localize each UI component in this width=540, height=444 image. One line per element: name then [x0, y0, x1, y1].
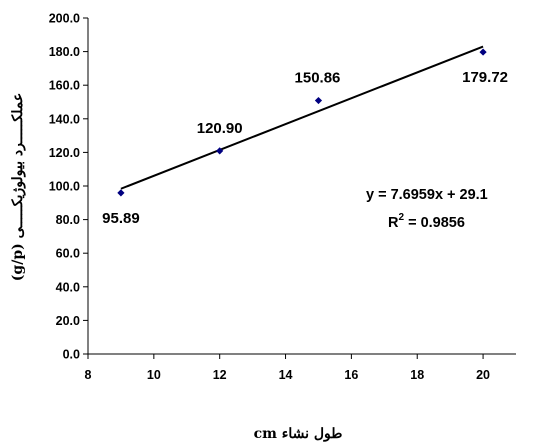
data-label: 120.90 [197, 120, 243, 137]
y-tick-label: 40.0 [56, 280, 80, 294]
y-tick-label: 20.0 [56, 314, 80, 328]
data-point [117, 189, 125, 197]
trend-line [120, 45, 484, 190]
y-tick-label: 200.0 [49, 12, 80, 26]
y-tick-label: 0.0 [63, 348, 80, 362]
data-point [314, 96, 323, 105]
x-tick-label: 18 [410, 368, 424, 382]
data-point [479, 48, 487, 56]
x-tick-label: 12 [213, 368, 227, 382]
x-tick-label: 20 [476, 368, 490, 382]
x-tick-label: 14 [279, 368, 293, 382]
x-tick-label: 10 [147, 368, 161, 382]
y-tick-label: 140.0 [49, 112, 80, 126]
y-tick-label: 80.0 [56, 213, 80, 227]
y-tick-label: 120.0 [49, 146, 80, 160]
r-squared-label: R2 = 0.9856 [388, 212, 465, 231]
y-axis-title: عملکـــــرد بيولوژيکـــــى (g/p) [10, 93, 26, 281]
data-label: 150.86 [295, 70, 341, 87]
x-tick-label: 8 [85, 368, 92, 382]
x-tick-label: 16 [344, 368, 358, 382]
y-tick-label: 180.0 [49, 45, 80, 59]
y-tick-label: 160.0 [49, 79, 80, 93]
y-tick-label: 100.0 [49, 180, 80, 194]
axes [87, 18, 516, 355]
data-label: 179.72 [462, 69, 508, 86]
y-tick-label: 60.0 [56, 247, 80, 261]
equation-label: y = 7.6959x + 29.1 [366, 187, 488, 203]
data-point [216, 147, 224, 155]
data-points [117, 48, 487, 197]
x-axis-title: طول نشاء cm [254, 426, 343, 442]
x-ticks: 8 10 12 14 16 18 20 [85, 354, 490, 382]
data-labels: 95.89 120.90 150.86 179.72 [102, 69, 508, 227]
y-ticks: 0.0 20.0 40.0 60.0 80.0 100.0 120.0 140.0 160.0 1… [49, 12, 88, 362]
data-label: 95.89 [102, 210, 140, 227]
